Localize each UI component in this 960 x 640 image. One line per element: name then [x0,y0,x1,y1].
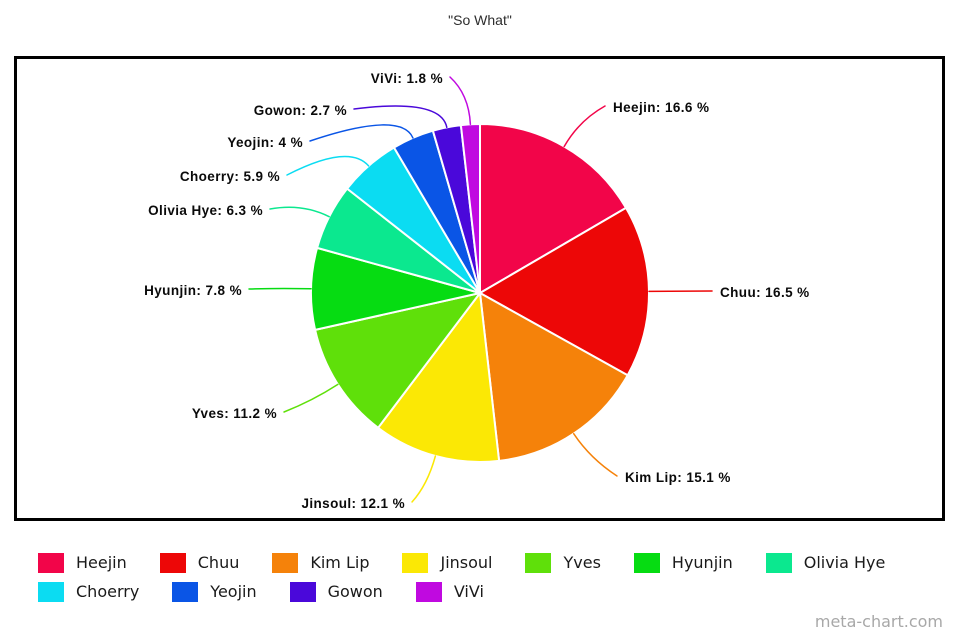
legend-item-choerry: Choerry [38,581,140,602]
slice-label-vivi: ViVi: 1.8 % [371,71,443,86]
legend-item-vivi: ViVi [415,581,484,602]
legend-swatch-olivia-hye [765,552,792,573]
legend-label-vivi: ViVi [453,582,484,601]
legend-item-kim-lip: Kim Lip [272,552,370,573]
leader-line-hyunjin [248,287,312,290]
slice-label-chuu: Chuu: 16.5 % [720,285,810,300]
legend-swatch-kim-lip [272,552,299,573]
legend-item-chuu: Chuu [159,552,240,573]
legend-item-gowon: Gowon [289,581,383,602]
legend-swatch-gowon [289,581,316,602]
legend-item-heejin: Heejin [38,552,127,573]
leader-line-olivia-hye [269,206,330,218]
legend-label-jinsoul: Jinsoul [440,553,493,572]
legend: Heejin Chuu Kim Lip Jinsoul Yves Hyunjin Olivi… [38,548,943,606]
legend-item-hyunjin: Hyunjin [633,552,733,573]
chart-frame: Heejin: 16.6 % Chuu: 16.5 % Kim Lip: 15.1 … [14,56,945,521]
legend-label-yeojin: Yeojin [210,582,257,601]
leader-line-choerry [286,155,370,176]
legend-swatch-yeojin [172,581,199,602]
slice-label-heejin: Heejin: 16.6 % [613,100,709,115]
legend-swatch-heejin [38,552,64,573]
legend-label-hyunjin: Hyunjin [671,553,733,572]
legend-item-yeojin: Yeojin [172,581,257,602]
legend-item-olivia-hye: Olivia Hye [765,552,886,573]
legend-item-yves: Yves [525,552,601,573]
legend-swatch-jinsoul [402,552,429,573]
watermark: meta-chart.com [814,612,943,631]
slice-label-gowon: Gowon: 2.7 % [254,103,347,118]
slice-label-yeojin: Yeojin: 4 % [227,135,303,150]
legend-swatch-choerry [38,581,64,602]
leader-line-vivi [449,76,472,126]
legend-swatch-hyunjin [633,552,660,573]
legend-label-heejin: Heejin [76,553,127,572]
legend-label-choerry: Choerry [76,582,140,601]
legend-row-2: Choerry Yeojin Gowon ViVi [38,577,943,606]
chart-title: "So What" [448,12,512,28]
legend-label-olivia-hye: Olivia Hye [803,553,886,572]
legend-row-1: Heejin Chuu Kim Lip Jinsoul Yves Hyunjin Olivi… [38,548,943,577]
slice-label-olivia-hye: Olivia Hye: 6.3 % [148,203,263,218]
legend-label-chuu: Chuu [197,553,240,572]
slice-label-choerry: Choerry: 5.9 % [180,169,280,184]
slice-label-hyunjin: Hyunjin: 7.8 % [144,283,242,298]
leader-line-yeojin [309,124,414,142]
leader-line-jinsoul [411,455,437,503]
legend-swatch-yves [525,552,552,573]
slice-label-yves: Yves: 11.2 % [192,406,277,421]
leader-line-kim-lip [572,432,618,477]
slice-label-kim-lip: Kim Lip: 15.1 % [625,470,731,485]
slice-label-jinsoul: Jinsoul: 12.1 % [301,496,405,511]
legend-label-kim-lip: Kim Lip [310,553,370,572]
leader-line-gowon [353,105,448,129]
legend-item-jinsoul: Jinsoul [402,552,493,573]
leader-line-yves [283,383,339,413]
leader-line-heejin [563,105,606,148]
legend-label-yves: Yves [563,553,601,572]
legend-swatch-vivi [415,581,442,602]
legend-swatch-chuu [159,552,186,573]
pie-chart: Heejin: 16.6 % Chuu: 16.5 % Kim Lip: 15.1 … [144,71,810,511]
legend-label-gowon: Gowon [327,582,383,601]
